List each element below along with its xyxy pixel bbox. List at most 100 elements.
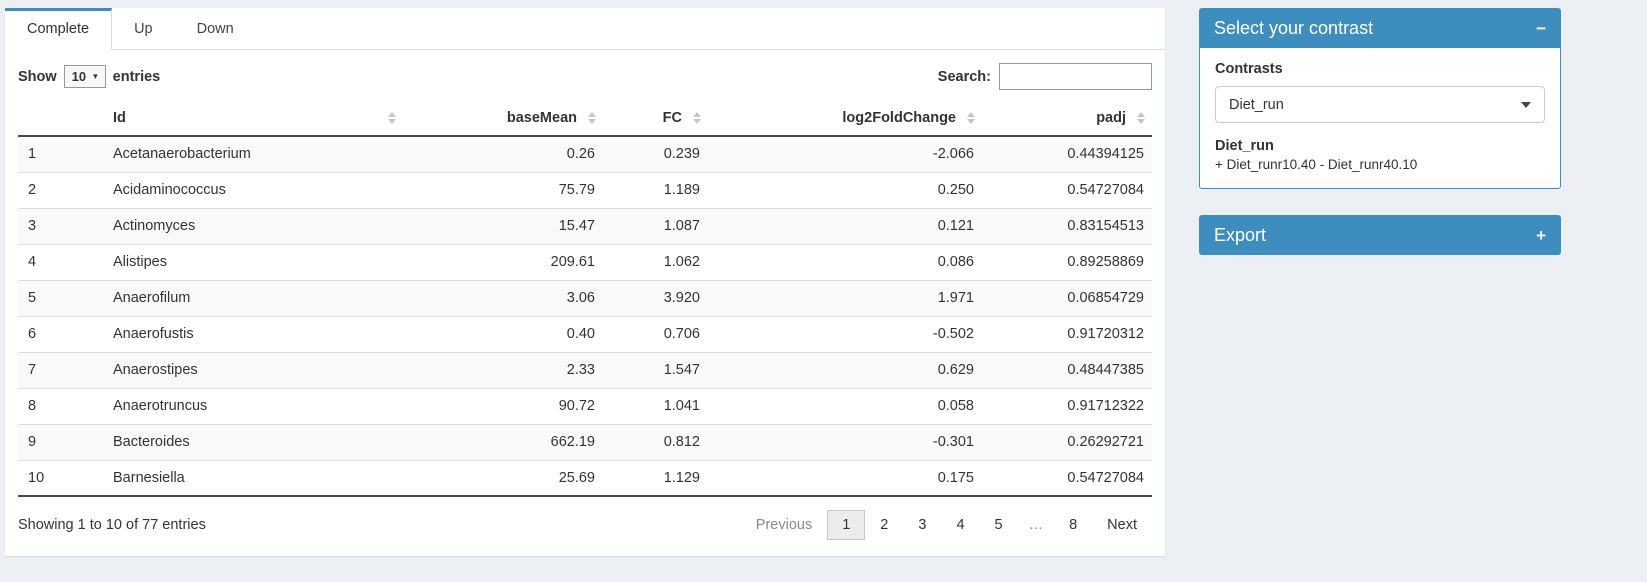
search-input[interactable]: [999, 63, 1152, 90]
cell-row-index: 2: [28, 182, 37, 198]
export-panel-title: Export: [1214, 224, 1267, 245]
expand-icon[interactable]: +: [1536, 225, 1546, 245]
collapse-icon[interactable]: −: [1536, 18, 1546, 38]
previous-page-button[interactable]: Previous: [755, 517, 813, 533]
page-button-5[interactable]: 5: [994, 517, 1003, 533]
tab-complete[interactable]: Complete: [5, 8, 113, 50]
results-table: Id baseMean FC log2FoldChange padj 1 Acetanae…: [18, 101, 1152, 497]
table-row[interactable]: 5 Anaerofilum 3.06 3.920 1.971 0.06854729: [18, 280, 1152, 316]
cell-basemean: 75.79: [558, 182, 595, 198]
column-header-padj[interactable]: padj: [982, 101, 1152, 137]
export-panel-header[interactable]: Export +: [1199, 215, 1561, 255]
column-header-label: FC: [662, 110, 682, 126]
cell-row-index: 7: [28, 362, 37, 378]
cell-fc: 3.920: [663, 290, 700, 306]
chevron-down-icon: [1521, 101, 1531, 108]
table-row[interactable]: 10 Barnesiella 25.69 1.129 0.175 0.54727084: [18, 460, 1152, 496]
cell-padj: 0.54727084: [1067, 182, 1144, 198]
table-row[interactable]: 9 Bacteroides 662.19 0.812 -0.301 0.26292721: [18, 424, 1152, 460]
page-length-value: 10: [71, 69, 87, 84]
table-row[interactable]: 1 Acetanaerobacterium 0.26 0.239 -2.066 0.443…: [18, 136, 1152, 172]
cell-padj: 0.89258869: [1067, 254, 1144, 270]
page-button-1[interactable]: 1: [827, 510, 866, 540]
cell-padj: 0.91720312: [1067, 326, 1144, 342]
contrast-detail-formula: + Diet_runr10.40 - Diet_runr40.10: [1215, 157, 1418, 172]
cell-id: Barnesiella: [113, 469, 185, 486]
page-button-4[interactable]: 4: [956, 517, 965, 533]
table-row[interactable]: 4 Alistipes 209.61 1.062 0.086 0.89258869: [18, 244, 1152, 280]
cell-log2foldchange: -0.502: [932, 326, 974, 342]
cell-log2foldchange: 0.250: [937, 182, 974, 198]
column-header-id[interactable]: Id: [103, 101, 403, 137]
table-header-row: Id baseMean FC log2FoldChange padj: [18, 101, 1152, 137]
cell-fc: 0.239: [663, 146, 700, 163]
sort-icon[interactable]: [967, 112, 975, 124]
cell-row-index: 1: [28, 146, 37, 163]
cell-log2foldchange: 0.629: [937, 362, 974, 378]
cell-fc: 0.706: [663, 326, 700, 342]
column-header-row-index: [18, 101, 103, 137]
table-row[interactable]: 2 Acidaminococcus 75.79 1.189 0.250 0.5472708…: [18, 172, 1152, 208]
column-header-basemean[interactable]: baseMean: [403, 101, 603, 137]
page-button-3[interactable]: 3: [918, 517, 927, 533]
page-button-2[interactable]: 2: [880, 517, 889, 533]
contrast-select[interactable]: Diet_run: [1215, 86, 1545, 123]
entries-label: entries: [112, 68, 161, 85]
cell-fc: 1.547: [663, 362, 700, 378]
page-number-buttons: 1 2 3 4 5 … 8: [827, 510, 1092, 540]
contrast-panel-header[interactable]: Select your contrast −: [1199, 8, 1561, 48]
table-row[interactable]: 6 Anaerofustis 0.40 0.706 -0.502 0.91720312: [18, 316, 1152, 352]
cell-log2foldchange: 0.086: [937, 254, 974, 270]
cell-fc: 1.062: [663, 254, 700, 270]
column-header-log2foldchange[interactable]: log2FoldChange: [708, 101, 982, 137]
cell-padj: 0.48447385: [1067, 362, 1144, 378]
contrasts-label: Contrasts: [1215, 61, 1283, 77]
cell-padj: 0.06854729: [1067, 290, 1144, 306]
pagination-ellipsis: …: [1028, 517, 1044, 533]
show-label: Show: [18, 68, 57, 85]
table-header: Id baseMean FC log2FoldChange padj: [18, 101, 1152, 137]
contrast-panel: Select your contrast − Contrasts Diet_ru…: [1199, 8, 1561, 189]
cell-row-index: 9: [28, 434, 37, 450]
cell-id: Anaerostipes: [113, 362, 198, 378]
cell-basemean: 15.47: [558, 218, 595, 234]
cell-basemean: 25.69: [558, 469, 595, 486]
sort-icon[interactable]: [588, 112, 596, 124]
cell-padj: 0.44394125: [1067, 146, 1144, 163]
page-length-select[interactable]: 10 ▾: [63, 65, 106, 88]
search-control: Search:: [938, 63, 1152, 90]
contrast-panel-title: Select your contrast: [1214, 17, 1374, 38]
next-page-button[interactable]: Next: [1107, 517, 1137, 533]
sort-icon[interactable]: [1137, 112, 1145, 124]
column-header-label: log2FoldChange: [842, 110, 956, 126]
cell-row-index: 6: [28, 326, 37, 342]
cell-padj: 0.26292721: [1067, 434, 1144, 450]
cell-id: Actinomyces: [113, 218, 196, 234]
cell-row-index: 4: [28, 254, 37, 270]
pagination: Previous 1 2 3 4 5 … 8 Next: [741, 510, 1152, 540]
table-row[interactable]: 7 Anaerostipes 2.33 1.547 0.629 0.48447385: [18, 352, 1152, 388]
sort-icon[interactable]: [388, 112, 396, 124]
select-caret-icon: ▾: [93, 71, 98, 81]
sort-icon[interactable]: [693, 112, 701, 124]
page-button-8[interactable]: 8: [1069, 517, 1078, 533]
contrast-detail: Diet_run + Diet_runr10.40 - Diet_runr40.…: [1215, 138, 1545, 172]
table-controls: Show 10 ▾ entries Search:: [5, 50, 1165, 101]
table-row[interactable]: 8 Anaerotruncus 90.72 1.041 0.058 0.91712322: [18, 388, 1152, 424]
cell-id: Acidaminococcus: [113, 182, 226, 198]
table-body: 1 Acetanaerobacterium 0.26 0.239 -2.066 0.443…: [18, 136, 1152, 496]
cell-basemean: 90.72: [558, 398, 595, 414]
cell-basemean: 209.61: [550, 254, 595, 270]
column-header-fc[interactable]: FC: [603, 101, 708, 137]
table-row[interactable]: 3 Actinomyces 15.47 1.087 0.121 0.83154513: [18, 208, 1152, 244]
search-label: Search:: [937, 68, 991, 85]
tab-up[interactable]: Up: [134, 21, 153, 37]
contrast-panel-body: Contrasts Diet_run Diet_run + Diet_runr1…: [1199, 48, 1561, 189]
tab-down[interactable]: Down: [196, 21, 234, 37]
contrast-select-value: Diet_run: [1229, 96, 1284, 113]
table-footer: Showing 1 to 10 of 77 entries Previous 1…: [5, 497, 1165, 556]
column-header-label: padj: [1096, 110, 1126, 126]
cell-log2foldchange: 1.971: [937, 290, 974, 306]
column-header-label: baseMean: [506, 110, 577, 126]
cell-row-index: 8: [28, 398, 37, 414]
